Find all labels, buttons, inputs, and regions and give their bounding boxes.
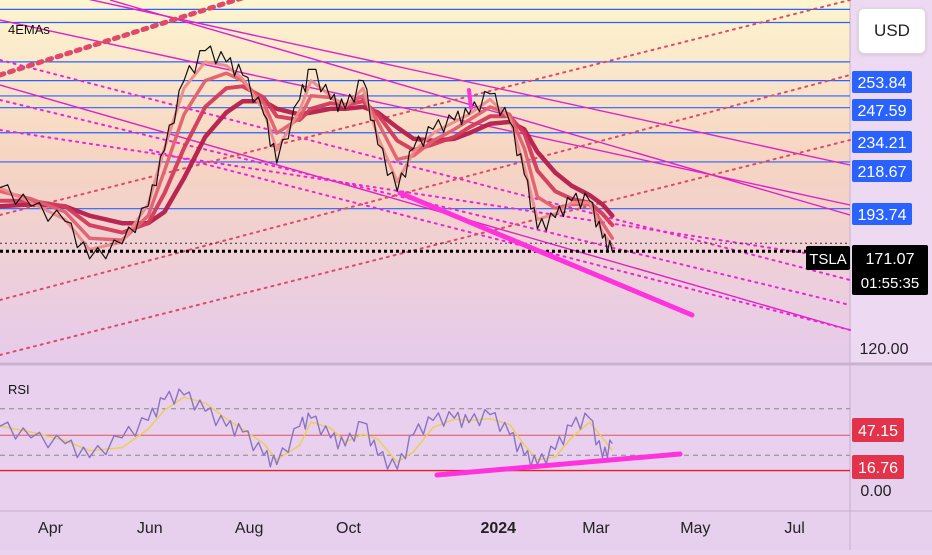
- price-pane-bg: [0, 0, 850, 362]
- price-level-badge: [852, 160, 912, 182]
- time-axis-tick-label: Oct: [336, 520, 361, 537]
- price-level-badge-label: 234.21: [858, 135, 907, 152]
- price-line[interactable]: [0, 45, 613, 260]
- price-axis-tick-label: 120.00: [860, 341, 909, 358]
- rsi-value-badge: [852, 455, 904, 479]
- countdown-label: 01:55:35: [861, 275, 919, 292]
- ema-indicator-label[interactable]: 4EMAs: [8, 22, 50, 37]
- time-axis-tick-label: Jun: [137, 520, 163, 537]
- dotted-ascending-line[interactable]: [0, 139, 851, 356]
- rsi-axis-tick-label: 0.00: [860, 483, 891, 500]
- price-level-badge: [852, 203, 912, 225]
- price-level-badge: [852, 71, 912, 93]
- price-level-badge: [852, 131, 912, 153]
- rsi-divergence-line[interactable]: [434, 451, 683, 478]
- trend-highlight-line[interactable]: [397, 190, 695, 318]
- channel-line[interactable]: [0, 84, 851, 331]
- rsi-value-badge: [852, 418, 904, 442]
- dotted-fan-line[interactable]: [0, 99, 851, 306]
- peak-marker[interactable]: [467, 88, 473, 110]
- currency-button[interactable]: USD: [858, 8, 926, 54]
- ticker-badge[interactable]: [806, 246, 850, 270]
- time-axis-tick-label: Mar: [582, 520, 610, 537]
- last-price-label: 171.07: [866, 251, 915, 268]
- price-level-badge-label: 247.59: [858, 103, 907, 120]
- rsi-line[interactable]: [0, 388, 613, 470]
- rsi-value-badge-label: 16.76: [858, 460, 898, 477]
- rsi-indicator-label[interactable]: RSI: [8, 382, 30, 397]
- last-price-badge: [852, 245, 928, 295]
- price-level-badge-label: 253.84: [858, 75, 907, 92]
- dotted-ascending-line[interactable]: [0, 74, 851, 301]
- dotted-fan-line[interactable]: [0, 129, 851, 261]
- time-axis-tick-label: Aug: [235, 520, 263, 537]
- time-axis-bg: [0, 510, 932, 550]
- dotted-fan-line[interactable]: [149, 149, 851, 331]
- rsi-pane-layer: [0, 388, 850, 478]
- channel-line[interactable]: [0, 0, 851, 166]
- dotted-fan-line[interactable]: [0, 59, 851, 281]
- axis-layer: 253.84 247.59 234.21 218.67 193.74 120.00 TSLA…: [38, 71, 928, 537]
- price-level-badge: [852, 99, 912, 121]
- price-pane-layer: [0, 0, 851, 356]
- dotted-ascending-line[interactable]: [0, 0, 330, 78]
- ticker-label: TSLA: [809, 251, 847, 268]
- time-axis-tick-label: 2024: [480, 520, 516, 537]
- time-axis-tick-label: May: [680, 520, 710, 537]
- time-axis-tick-label: Jul: [784, 520, 804, 537]
- time-axis-tick-label: Apr: [38, 520, 64, 537]
- dotted-ascending-line[interactable]: [0, 0, 851, 216]
- price-level-badge-label: 218.67: [858, 164, 907, 181]
- rsi-value-badge-label: 47.15: [858, 423, 898, 440]
- price-level-badge-label: 193.74: [858, 207, 907, 224]
- rsi-signal-line[interactable]: [0, 396, 613, 464]
